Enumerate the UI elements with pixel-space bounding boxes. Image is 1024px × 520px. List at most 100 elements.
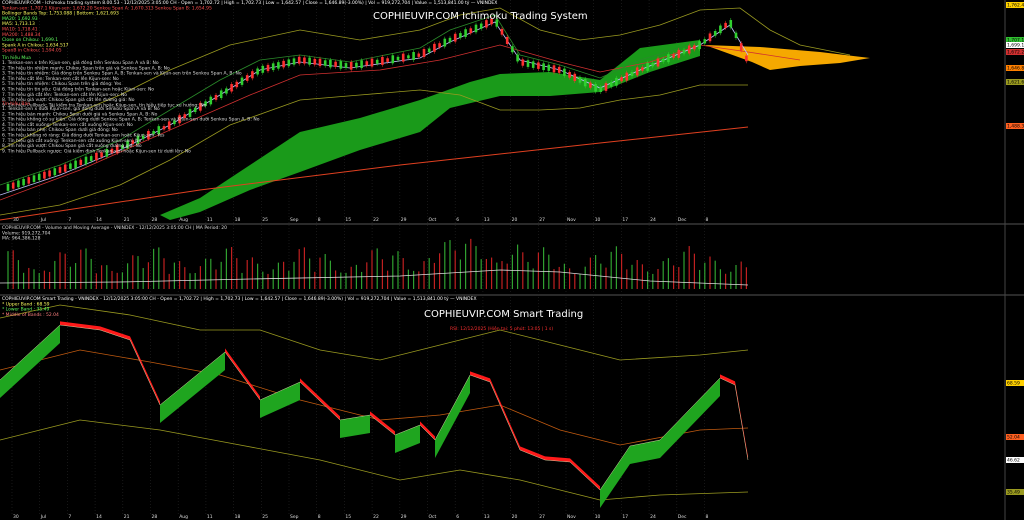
- x-label: 30: [13, 217, 19, 223]
- candle-body: [147, 130, 150, 139]
- candle-body: [719, 25, 722, 34]
- volume-bar: [397, 251, 399, 289]
- x-label: Aug: [179, 514, 188, 520]
- value-tag: [1006, 457, 1024, 463]
- candle-body: [84, 156, 88, 165]
- candle-body: [43, 171, 46, 179]
- volume-bar: [688, 246, 690, 289]
- signal-line: 5. Tín hiệu bán nhẹ: Chikou Span dưới gi…: [2, 126, 118, 133]
- signal-line: 9. Tín hiệu Pullback ngược: Giá kiểm địn…: [2, 147, 191, 154]
- candle-body: [438, 43, 441, 48]
- price-label: 1,646.89: [1007, 66, 1024, 72]
- price-tag: [1006, 2, 1024, 8]
- volume-bar: [205, 258, 207, 289]
- volume-bar: [621, 253, 623, 289]
- x-label: 25: [262, 217, 268, 223]
- candle-body: [188, 109, 192, 117]
- volume-bar: [168, 273, 170, 289]
- volume-bar: [439, 253, 441, 289]
- ribbon-segment: [370, 411, 395, 435]
- x-label: Sep: [290, 217, 299, 223]
- x-label: 29: [401, 514, 407, 520]
- candle-body: [277, 62, 280, 69]
- candle-body: [651, 63, 655, 67]
- candle-body: [391, 55, 395, 64]
- candle-body: [453, 33, 457, 42]
- volume-bar: [17, 260, 19, 289]
- volume-bar: [491, 257, 493, 289]
- info-line: Bollinger Bands Top: 1,753.088 | Bottom:…: [2, 11, 119, 17]
- volume-bar: [673, 265, 675, 289]
- x-label: 22: [373, 217, 379, 223]
- x-label: Dec: [678, 514, 687, 520]
- volume-bar: [69, 266, 71, 289]
- x-label: 18: [235, 514, 241, 520]
- candle-body: [157, 126, 161, 135]
- signal-line: 4. Tín hiệu cắt xuống: Tenkan-sen cắt xu…: [2, 121, 133, 128]
- volume-bar: [584, 266, 586, 289]
- volume-bar: [210, 258, 212, 289]
- upper-band: [0, 304, 749, 361]
- signal-line: 9. Tín hiệu Pullback: Tái kiểm tra Tenka…: [2, 101, 207, 108]
- volume-bar: [589, 257, 591, 289]
- candle-body: [511, 46, 514, 53]
- price-label: 1,762.49: [1007, 3, 1024, 9]
- volume-bar: [340, 272, 342, 289]
- candle-body: [136, 135, 140, 144]
- candle-body: [297, 56, 301, 64]
- candle-body: [6, 183, 10, 191]
- info-line: MA200: 1,488.34: [2, 32, 41, 38]
- bollinger-bottom: [0, 84, 748, 216]
- volume-bar: [137, 256, 139, 289]
- candle-body: [667, 54, 670, 63]
- candle-body: [401, 53, 405, 62]
- candle-body: [443, 38, 447, 47]
- candle-body: [703, 39, 707, 44]
- ribbon-segment: [160, 352, 225, 423]
- note: RSI: 12/12/2025 (Hiện tại: 5 phút: 13:05…: [450, 325, 553, 332]
- volume-bar: [569, 268, 571, 289]
- candle-body: [126, 140, 129, 149]
- volume-bar: [745, 267, 747, 289]
- candle-body: [589, 82, 592, 88]
- candle-body: [162, 126, 166, 130]
- volume-bar: [454, 250, 456, 289]
- volume-bar: [517, 244, 519, 289]
- volume-bar: [329, 260, 331, 289]
- x-label: Dec: [678, 217, 687, 223]
- volume-bar: [667, 258, 669, 289]
- ribbon-edge: [0, 324, 749, 491]
- x-label: Jul: [40, 217, 46, 223]
- volume-bar: [704, 262, 706, 289]
- volume-bar: [475, 246, 477, 289]
- volume-bar: [298, 249, 300, 289]
- signal-line: 1. Tenkan-sen x dưới Kijun-sen, giá đóng…: [2, 105, 160, 112]
- ma-long: [0, 126, 749, 221]
- x-label: 18: [235, 217, 241, 223]
- volume-bar: [350, 266, 352, 289]
- volume-bar: [49, 271, 51, 289]
- candle-body: [625, 72, 629, 81]
- x-label: 30: [13, 514, 19, 520]
- volume-bar: [683, 251, 685, 289]
- candle-body: [209, 96, 213, 105]
- volume-bar: [106, 265, 108, 289]
- candle-body: [641, 67, 644, 71]
- volume-bar: [220, 261, 222, 289]
- volume-bar: [215, 269, 217, 289]
- candle-body: [193, 107, 197, 112]
- candle-body: [308, 57, 311, 65]
- volume-bar: [418, 271, 420, 289]
- volume-bar: [7, 251, 9, 289]
- volume-bar: [579, 273, 581, 289]
- x-label: 15: [345, 217, 351, 223]
- price-label: 1,621.69: [1007, 80, 1024, 86]
- candle-body: [557, 66, 561, 73]
- candle-body: [635, 67, 639, 76]
- signal-line: 7. Tín hiệu giá cắt xuống: Tenkan-sen cắ…: [2, 137, 141, 144]
- candle-body: [474, 24, 478, 33]
- volume-bar: [262, 271, 264, 289]
- bollinger-top: [0, 7, 851, 151]
- volume-bar: [251, 257, 253, 289]
- candle-body: [115, 145, 119, 153]
